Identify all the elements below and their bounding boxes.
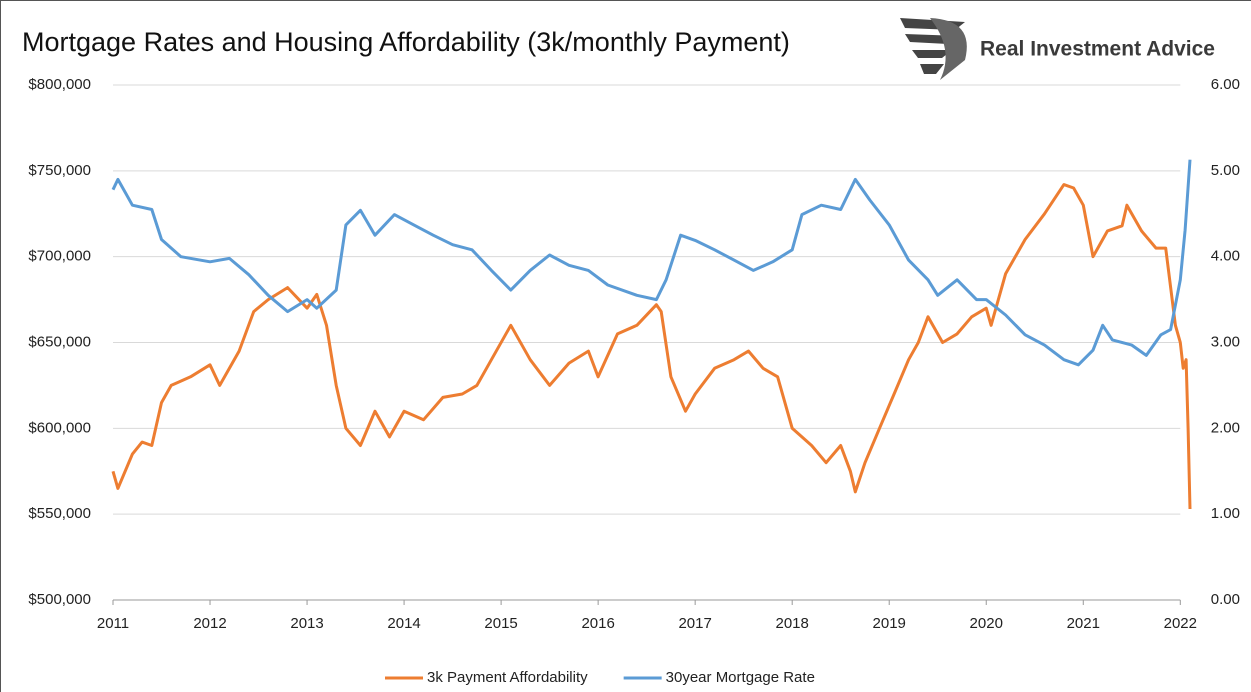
x-tick-label: 2020 bbox=[970, 615, 1003, 632]
legend-label: 30year Mortgage Rate bbox=[666, 669, 815, 686]
frame bbox=[1, 1, 1251, 692]
logo bbox=[900, 18, 967, 80]
brand: Real Investment Advice bbox=[980, 38, 1215, 61]
line-series bbox=[113, 185, 1190, 509]
y-tick-label: $500,000 bbox=[28, 591, 91, 608]
chart: Mortgage Rates and Housing Affordability… bbox=[0, 0, 1251, 692]
x-tick-label: 2015 bbox=[484, 615, 517, 632]
y2-tick-label: 3.00 bbox=[1211, 333, 1240, 350]
y-tick-label: $700,000 bbox=[28, 248, 91, 265]
y2-tick-label: 1.00 bbox=[1211, 505, 1240, 522]
x-tick-label: 2018 bbox=[776, 615, 809, 632]
y-tick-label: $800,000 bbox=[28, 76, 91, 93]
y2-tick-label: 5.00 bbox=[1211, 162, 1240, 179]
x-tick-label: 2019 bbox=[873, 615, 906, 632]
x-tick-label: 2012 bbox=[193, 615, 226, 632]
x-tick-label: 2011 bbox=[97, 615, 129, 632]
x-tick-label: 2017 bbox=[678, 615, 711, 632]
line-series bbox=[113, 160, 1190, 365]
y-tick-label: $650,000 bbox=[28, 333, 91, 350]
x-tick-label: 2022 bbox=[1164, 615, 1197, 632]
y2-tick-label: 2.00 bbox=[1211, 419, 1240, 436]
x-tick-label: 2021 bbox=[1067, 615, 1100, 632]
legend-label: 3k Payment Affordability bbox=[427, 669, 588, 686]
x-tick-label: 2016 bbox=[581, 615, 614, 632]
chart-title: Mortgage Rates and Housing Affordability… bbox=[22, 27, 790, 57]
x-tick-label: 2014 bbox=[387, 615, 420, 632]
x-tick-label: 2013 bbox=[290, 615, 323, 632]
y-tick-label: $750,000 bbox=[28, 162, 91, 179]
y-tick-label: $550,000 bbox=[28, 505, 91, 522]
y2-tick-label: 0.00 bbox=[1211, 591, 1240, 608]
y-tick-label: $600,000 bbox=[28, 419, 91, 436]
y2-tick-label: 6.00 bbox=[1211, 76, 1240, 93]
y2-tick-label: 4.00 bbox=[1211, 248, 1240, 265]
